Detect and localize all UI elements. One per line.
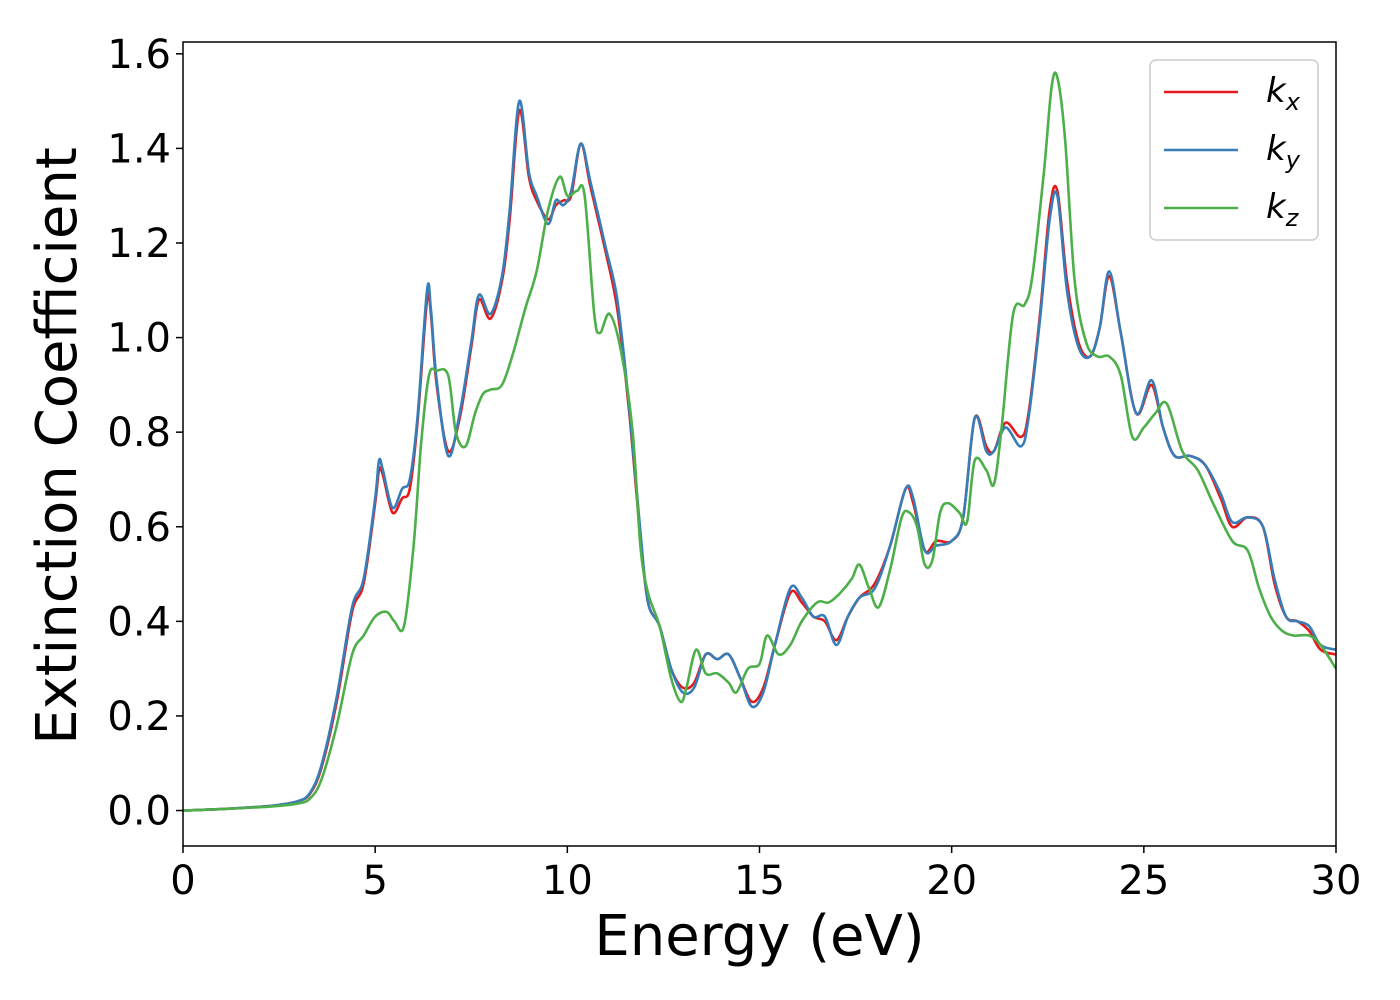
series-line-ky bbox=[183, 99, 1336, 812]
y-tick-label: 0.0 bbox=[107, 789, 171, 835]
y-tick-label: 0.4 bbox=[107, 599, 171, 645]
y-axis-title: Extinction Coefficient bbox=[25, 147, 90, 745]
y-tick-label: 0.8 bbox=[107, 410, 171, 456]
x-axis-title: Energy (eV) bbox=[594, 904, 924, 969]
series-line-kz bbox=[183, 71, 1336, 812]
x-tick-label: 20 bbox=[926, 858, 977, 904]
x-tick-label: 5 bbox=[362, 858, 387, 904]
y-tick-label: 0.2 bbox=[107, 694, 171, 740]
y-tick-label: 1.0 bbox=[107, 316, 171, 362]
y-tick-label: 1.6 bbox=[107, 32, 171, 78]
x-tick-label: 0 bbox=[170, 858, 195, 904]
y-axis: 0.0 0.2 0.4 0.6 0.8 1.0 1.2 1.4 1.6 bbox=[107, 32, 183, 835]
x-axis: 0 5 10 15 20 25 30 bbox=[170, 846, 1361, 904]
y-tick-label: 0.6 bbox=[107, 505, 171, 551]
x-tick-label: 30 bbox=[1311, 858, 1362, 904]
x-tick-label: 10 bbox=[542, 858, 593, 904]
y-tick-label: 1.2 bbox=[107, 221, 171, 267]
y-tick-label: 1.4 bbox=[107, 126, 171, 172]
series-layer bbox=[183, 71, 1336, 812]
x-tick-label: 25 bbox=[1118, 858, 1169, 904]
x-tick-label: 15 bbox=[734, 858, 785, 904]
